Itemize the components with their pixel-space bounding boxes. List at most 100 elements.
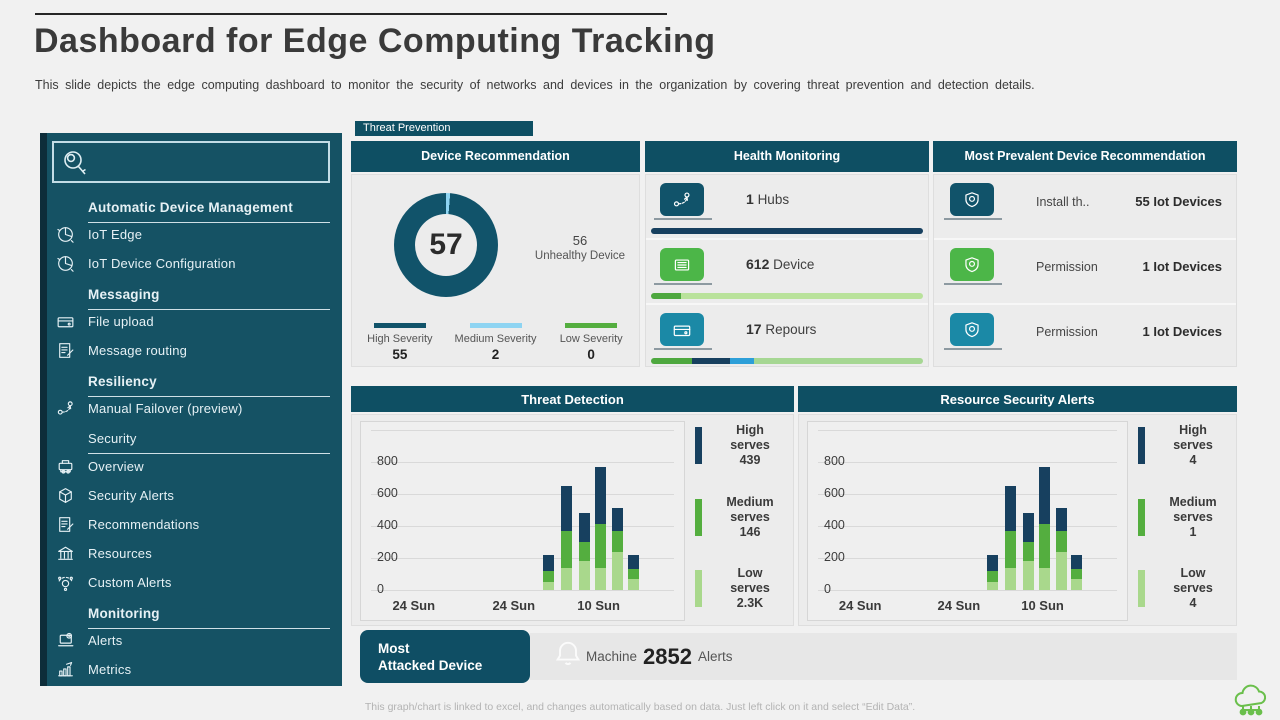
docpen-icon <box>58 343 73 358</box>
prevalent-value: 55 Iot Devices <box>1135 194 1222 209</box>
tab-threat-prevention[interactable]: Threat Prevention <box>355 121 533 136</box>
stacked-bar <box>612 508 624 590</box>
stacked-bar <box>594 466 606 590</box>
threat-detection-panel: Threat Detection 0 200 400 600 800 24 Sun 24 S… <box>351 386 794 626</box>
bar-segment <box>542 570 554 582</box>
laptop-base <box>944 218 1002 220</box>
most-prevalent-title: Most Prevalent Device Recommendation <box>933 141 1237 172</box>
bar-segment <box>1022 561 1034 590</box>
most-prevalent-panel: Most Prevalent Device Recommendation Ins… <box>933 141 1237 367</box>
x-axis-label: 10 Sun <box>577 598 620 613</box>
device-recommendation-body: 57 56 Unhealthy Device High Severity 55 Me… <box>351 174 640 367</box>
sidebar-item-resources[interactable]: Resources <box>40 539 342 568</box>
stacked-bar <box>987 554 999 590</box>
health-progress-bar <box>651 228 923 234</box>
bar-segment <box>1056 551 1068 590</box>
most-attacked-device-button[interactable]: Most Attacked Device <box>360 630 530 683</box>
y-axis-label: 400 <box>377 518 398 532</box>
gridline <box>818 494 1117 495</box>
sidebar-item-recommendations[interactable]: Recommendations <box>40 510 342 539</box>
sidebar-item-label: Alerts <box>88 633 123 648</box>
pie-icon <box>56 256 74 272</box>
sidebar-item-iot-device-configuration[interactable]: IoT Device Configuration <box>40 249 342 278</box>
severity-legend-item: High Severity 55 <box>352 323 448 362</box>
x-axis-label: 10 Sun <box>1021 598 1064 613</box>
card-icon <box>57 317 73 328</box>
legend-text: High serves 4 <box>1173 423 1213 467</box>
legend-swatch <box>695 498 702 536</box>
stacked-bar <box>542 554 554 590</box>
threat-detection-title: Threat Detection <box>351 386 794 412</box>
health-row: 1 Hubs <box>646 175 928 240</box>
flow-icon <box>57 401 73 415</box>
sidebar-item-message-routing[interactable]: Message routing <box>40 336 342 365</box>
sidebar-item-iot-edge[interactable]: IoT Edge <box>40 220 342 249</box>
bar-segment <box>1056 508 1068 531</box>
flow-icon <box>54 398 76 420</box>
card-icon <box>54 311 76 333</box>
y-axis-label: 600 <box>377 486 398 500</box>
most-attacked-strip <box>530 633 1237 680</box>
bar-segment <box>1005 486 1017 531</box>
legend-swatch <box>695 570 702 607</box>
bar-segment <box>627 569 639 579</box>
prevalent-label: Permission <box>1036 325 1098 339</box>
legend-swatch <box>469 323 522 328</box>
donut-center-value: 57 <box>415 214 477 276</box>
sidebar-item-security-alerts[interactable]: Security Alerts <box>40 481 342 510</box>
shield-laptop-icon <box>950 183 994 216</box>
severity-legend-item: Low Severity 0 <box>543 323 639 362</box>
sidebar-item-label: Recommendations <box>88 517 200 532</box>
bar-segment <box>578 542 590 562</box>
device-recommendation-title: Device Recommendation <box>351 141 640 172</box>
gridline <box>371 462 674 463</box>
y-axis-label: 800 <box>377 454 398 468</box>
legend-label: Medium Severity <box>454 333 537 345</box>
search-box[interactable] <box>52 141 330 183</box>
y-axis-label: 200 <box>824 550 845 564</box>
docpen-icon <box>54 340 76 362</box>
chart-legend-item: High serves 4 <box>1138 423 1234 468</box>
sidebar-item-automatic-device-management: Automatic Device Management <box>40 191 342 223</box>
health-row-text: 1 Hubs <box>746 191 789 207</box>
chart-legend-item: Medium serves 1 <box>1138 495 1234 540</box>
legend-label: Low Severity <box>559 333 623 345</box>
sidebar-item-label: Message routing <box>88 343 188 358</box>
health-row: 612 Device <box>646 240 928 305</box>
sidebar-item-file-upload[interactable]: File upload <box>40 307 342 336</box>
legend-swatch <box>1138 498 1145 536</box>
progress-segment <box>729 358 755 364</box>
page-subtitle: This slide depicts the edge computing da… <box>35 78 1035 92</box>
sidebar-item-label: Monitoring <box>88 606 330 629</box>
gridline <box>371 494 674 495</box>
sidebar-item-custom-alerts[interactable]: Custom Alerts <box>40 568 342 597</box>
bell-icon <box>552 638 584 670</box>
laptop-icon <box>54 630 76 652</box>
progress-segment <box>754 358 923 364</box>
legend-value: 55 <box>392 347 408 362</box>
stacked-bar <box>1022 513 1034 590</box>
sidebar-item-label: Security Alerts <box>88 488 175 503</box>
gridline <box>818 590 1117 591</box>
pie-icon <box>56 227 74 243</box>
search-input[interactable] <box>94 143 328 183</box>
sidebar-item-alerts[interactable]: Alerts <box>40 626 342 655</box>
sidebar-item-monitoring: Monitoring <box>40 597 342 629</box>
bar-segment <box>1056 530 1068 552</box>
device-laptop-icon <box>660 248 704 281</box>
bar-segment <box>627 554 639 570</box>
sidebar-item-overview[interactable]: Overview <box>40 452 342 481</box>
sidebar-item-metrics[interactable]: Metrics <box>40 655 342 684</box>
bar-segment <box>1071 578 1083 590</box>
bar-segment <box>612 508 624 531</box>
bar-segment <box>560 530 572 568</box>
health-row-text: 17 Repours <box>746 321 816 337</box>
bar-segment <box>987 570 999 582</box>
sidebar-item-manual-failover-preview[interactable]: Manual Failover (preview) <box>40 394 342 423</box>
chart-legend: High serves 439 Medium serves 146 Low serves 2.3… <box>695 423 791 611</box>
sidebar-item-security: Security <box>40 423 342 454</box>
chart-icon <box>54 659 76 681</box>
sidebar-item-resiliency: Resiliency <box>40 365 342 397</box>
progress-segment <box>691 358 730 364</box>
